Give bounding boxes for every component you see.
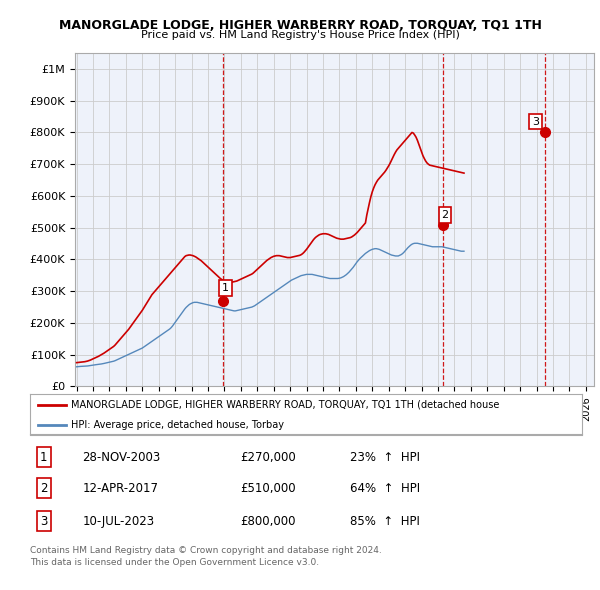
Text: HPI: Average price, detached house, Torbay: HPI: Average price, detached house, Torb…	[71, 420, 284, 430]
Text: £510,000: £510,000	[240, 481, 295, 495]
Text: 12-APR-2017: 12-APR-2017	[82, 481, 158, 495]
Text: MANORGLADE LODGE, HIGHER WARBERRY ROAD, TORQUAY, TQ1 1TH (detached house: MANORGLADE LODGE, HIGHER WARBERRY ROAD, …	[71, 400, 500, 410]
Text: MANORGLADE LODGE, HIGHER WARBERRY ROAD, TORQUAY, TQ1 1TH: MANORGLADE LODGE, HIGHER WARBERRY ROAD, …	[59, 19, 541, 32]
Text: 2: 2	[442, 210, 449, 220]
Text: 1: 1	[222, 283, 229, 293]
Text: 28-NOV-2003: 28-NOV-2003	[82, 451, 161, 464]
Text: 3: 3	[40, 514, 47, 528]
Text: 10-JUL-2023: 10-JUL-2023	[82, 514, 155, 528]
Text: 64%  ↑  HPI: 64% ↑ HPI	[350, 481, 420, 495]
Text: £270,000: £270,000	[240, 451, 296, 464]
Text: 85%  ↑  HPI: 85% ↑ HPI	[350, 514, 420, 528]
Text: 1: 1	[40, 451, 47, 464]
Text: 3: 3	[532, 117, 539, 126]
Text: £800,000: £800,000	[240, 514, 295, 528]
Text: Contains HM Land Registry data © Crown copyright and database right 2024.: Contains HM Land Registry data © Crown c…	[30, 546, 382, 555]
Text: 2: 2	[40, 481, 47, 495]
Text: 23%  ↑  HPI: 23% ↑ HPI	[350, 451, 420, 464]
Text: Price paid vs. HM Land Registry's House Price Index (HPI): Price paid vs. HM Land Registry's House …	[140, 30, 460, 40]
Text: This data is licensed under the Open Government Licence v3.0.: This data is licensed under the Open Gov…	[30, 558, 319, 566]
